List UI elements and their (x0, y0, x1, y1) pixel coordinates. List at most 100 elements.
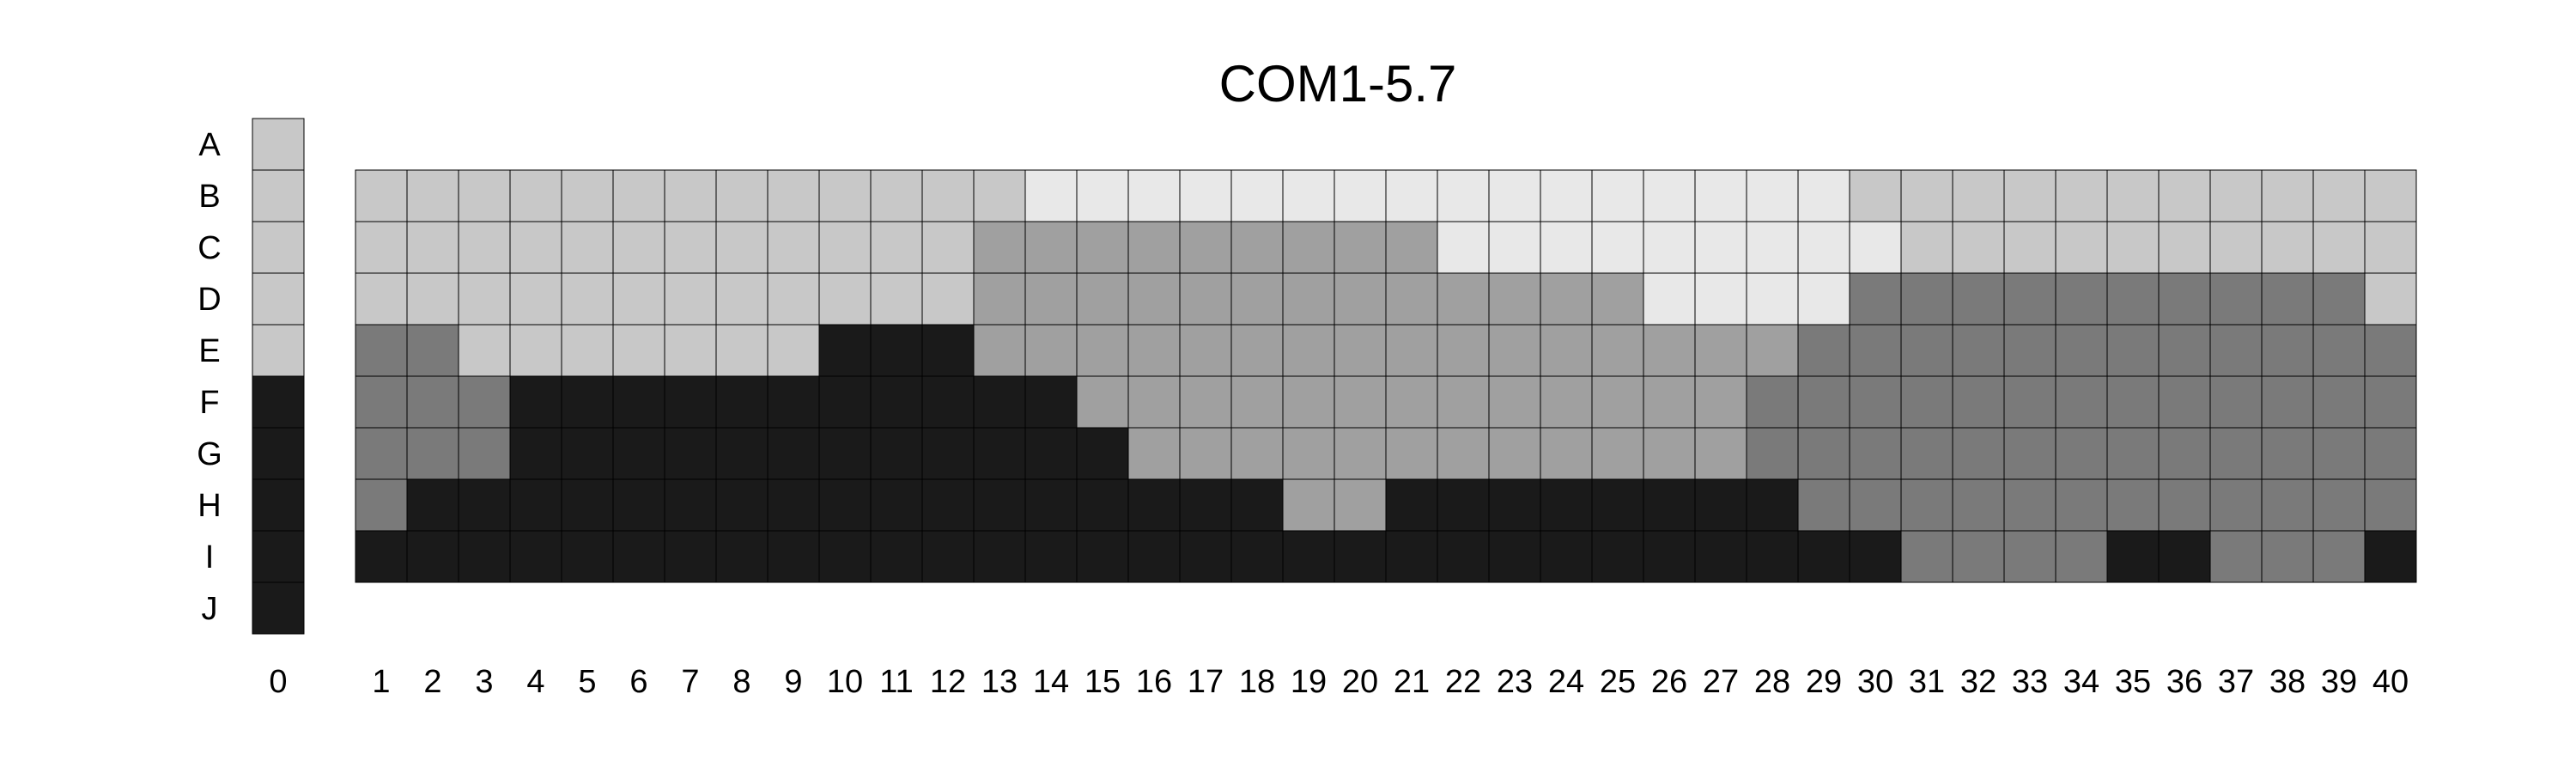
row-label-H: H (197, 488, 221, 524)
column-label-16: 16 (1136, 664, 1172, 700)
cell-G-16 (1127, 427, 1181, 480)
cell-C-16 (1127, 221, 1181, 274)
cell-F-25 (1591, 375, 1644, 429)
cell-D-23 (1488, 272, 1541, 326)
cell-G-12 (921, 427, 975, 480)
cell-I-11 (870, 530, 923, 583)
cell-C-2 (406, 221, 459, 274)
column-label-26: 26 (1651, 664, 1687, 700)
column-label-13: 13 (981, 664, 1018, 700)
cell-G-23 (1488, 427, 1541, 480)
cell-E-16 (1127, 324, 1181, 377)
ref-cell-E (252, 324, 305, 377)
cell-G-8 (715, 427, 769, 480)
row-label-C: C (197, 230, 221, 266)
cell-H-34 (2055, 478, 2108, 532)
cell-H-27 (1694, 478, 1747, 532)
cell-D-17 (1179, 272, 1232, 326)
cell-G-20 (1334, 427, 1387, 480)
cell-B-26 (1643, 169, 1696, 222)
cell-F-18 (1230, 375, 1284, 429)
cell-C-22 (1437, 221, 1490, 274)
cell-H-38 (2261, 478, 2314, 532)
cell-E-18 (1230, 324, 1284, 377)
cell-E-15 (1076, 324, 1129, 377)
cell-B-33 (2003, 169, 2057, 222)
cell-H-29 (1797, 478, 1850, 532)
cell-D-6 (612, 272, 665, 326)
cell-G-15 (1076, 427, 1129, 480)
cell-H-28 (1746, 478, 1799, 532)
cell-F-22 (1437, 375, 1490, 429)
cell-D-18 (1230, 272, 1284, 326)
cell-G-36 (2158, 427, 2211, 480)
column-label-14: 14 (1033, 664, 1069, 700)
cell-G-34 (2055, 427, 2108, 480)
cell-C-34 (2055, 221, 2108, 274)
cell-F-39 (2312, 375, 2366, 429)
column-label-25: 25 (1600, 664, 1636, 700)
cell-E-36 (2158, 324, 2211, 377)
cell-B-24 (1540, 169, 1593, 222)
cell-C-13 (973, 221, 1026, 274)
cell-F-14 (1024, 375, 1078, 429)
cell-C-17 (1179, 221, 1232, 274)
cell-D-20 (1334, 272, 1387, 326)
cell-F-15 (1076, 375, 1129, 429)
cell-F-34 (2055, 375, 2108, 429)
cell-B-28 (1746, 169, 1799, 222)
cell-D-40 (2364, 272, 2417, 326)
cell-G-28 (1746, 427, 1799, 480)
cell-E-28 (1746, 324, 1799, 377)
column-label-8: 8 (732, 664, 750, 700)
cell-G-13 (973, 427, 1026, 480)
cell-B-9 (767, 169, 820, 222)
cell-E-20 (1334, 324, 1387, 377)
cell-C-23 (1488, 221, 1541, 274)
cell-I-10 (818, 530, 872, 583)
cell-D-15 (1076, 272, 1129, 326)
cell-F-38 (2261, 375, 2314, 429)
cell-G-38 (2261, 427, 2314, 480)
column-label-31: 31 (1909, 664, 1945, 700)
cell-I-35 (2106, 530, 2160, 583)
column-label-1: 1 (372, 664, 390, 700)
cell-I-18 (1230, 530, 1284, 583)
cell-F-36 (2158, 375, 2211, 429)
cell-D-31 (1900, 272, 1953, 326)
cell-E-9 (767, 324, 820, 377)
cell-B-13 (973, 169, 1026, 222)
cell-G-40 (2364, 427, 2417, 480)
cell-C-27 (1694, 221, 1747, 274)
column-label-33: 33 (2012, 664, 2048, 700)
cell-H-23 (1488, 478, 1541, 532)
cell-F-4 (509, 375, 562, 429)
column-label-39: 39 (2321, 664, 2357, 700)
cell-B-18 (1230, 169, 1284, 222)
cell-E-2 (406, 324, 459, 377)
cell-D-11 (870, 272, 923, 326)
cell-G-11 (870, 427, 923, 480)
cell-F-16 (1127, 375, 1181, 429)
cell-B-12 (921, 169, 975, 222)
cell-E-7 (664, 324, 717, 377)
cell-H-15 (1076, 478, 1129, 532)
cell-C-21 (1385, 221, 1438, 274)
cell-E-21 (1385, 324, 1438, 377)
cell-E-35 (2106, 324, 2160, 377)
cell-D-7 (664, 272, 717, 326)
cell-C-40 (2364, 221, 2417, 274)
cell-F-27 (1694, 375, 1747, 429)
cell-F-2 (406, 375, 459, 429)
column-label-0: 0 (269, 664, 287, 700)
cell-H-26 (1643, 478, 1696, 532)
cell-I-39 (2312, 530, 2366, 583)
row-label-D: D (197, 282, 221, 318)
cell-F-8 (715, 375, 769, 429)
cell-B-25 (1591, 169, 1644, 222)
column-label-17: 17 (1188, 664, 1224, 700)
column-label-22: 22 (1445, 664, 1481, 700)
cell-B-7 (664, 169, 717, 222)
cell-B-23 (1488, 169, 1541, 222)
